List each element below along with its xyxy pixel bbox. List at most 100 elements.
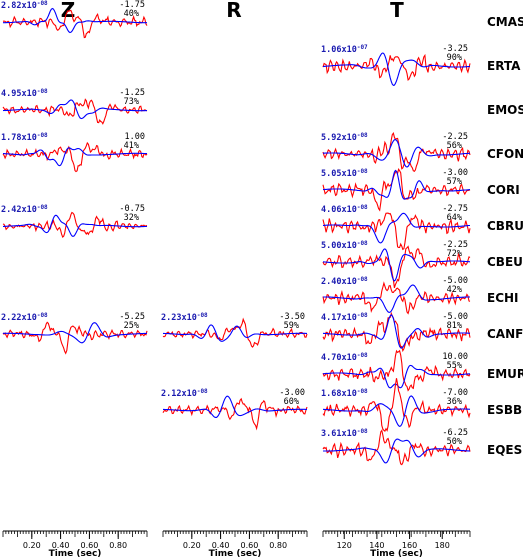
observed-waveform [2, 9, 148, 39]
synthetic-waveform [322, 169, 471, 200]
station-label-eqes: EQES [487, 443, 522, 457]
station-label-cori: CORI [487, 183, 520, 197]
synthetic-waveform [322, 212, 470, 244]
fit-percent-label: 50% [447, 437, 462, 447]
time-shift-label: 10.00 [442, 352, 468, 362]
amplitude-label: 4.17x10-08 [321, 312, 368, 323]
time-shift-label: -6.25 [442, 428, 468, 438]
fit-percent-label: 36% [447, 397, 462, 407]
tick-label: 0.80 [269, 541, 287, 550]
observed-waveform [322, 281, 471, 315]
time-shift-label: 1.00 [125, 132, 145, 142]
fit-percent-label: 81% [447, 321, 462, 331]
tick-label: 180 [435, 541, 450, 550]
observed-waveform [162, 317, 308, 348]
amplitude-label: 5.05x10-08 [321, 168, 368, 179]
synthetic-waveform [3, 322, 148, 344]
tick-label: 120 [337, 541, 352, 550]
observed-waveform [2, 211, 148, 239]
fit-percent-label: 90% [447, 53, 462, 63]
column-title-t: T [390, 0, 404, 22]
fit-percent-label: 57% [447, 177, 462, 187]
tick-label: 0.20 [23, 541, 41, 550]
amplitude-label: 4.06x10-08 [321, 204, 368, 215]
observed-waveform [322, 245, 471, 289]
axis-title: Time (sec) [49, 549, 102, 559]
station-label-echi: ECHI [487, 291, 519, 305]
time-shift-label: -5.25 [119, 312, 145, 322]
synthetic-waveform [323, 139, 471, 168]
synthetic-waveform [3, 7, 147, 34]
amplitude-label: 2.40x10-08 [321, 276, 368, 287]
amplitude-label: 1.68x10-08 [321, 388, 368, 399]
synthetic-waveform [3, 214, 148, 238]
synthetic-waveform [322, 364, 471, 389]
synthetic-waveform [323, 438, 471, 464]
station-label-esbb: ESBB [487, 403, 522, 417]
time-axis-z: 0.20 0.40 0.60 0.80 Time (sec) [2, 530, 148, 559]
time-shift-label: -3.00 [442, 168, 468, 178]
fit-percent-label: 72% [447, 249, 462, 259]
observed-waveform [322, 53, 471, 81]
amplitude-label: 3.61x10-08 [321, 428, 368, 439]
observed-waveform [2, 321, 148, 355]
synthetic-waveform [322, 395, 471, 428]
synthetic-waveform [3, 147, 148, 167]
station-label-cmas: CMAS [487, 15, 523, 29]
observed-waveform [322, 131, 471, 173]
time-shift-label: -5.00 [442, 312, 468, 322]
time-shift-label: -7.00 [442, 388, 468, 398]
tick-label: 0.40 [52, 541, 70, 550]
tick-label: 160 [402, 541, 417, 550]
fit-percent-label: 56% [447, 141, 462, 151]
synthetic-waveform [2, 99, 147, 120]
time-shift-label: -1.75 [119, 0, 145, 10]
time-shift-label: -0.75 [119, 204, 145, 214]
synthetic-waveform [322, 248, 471, 282]
synthetic-waveform [322, 314, 471, 349]
amplitude-label: 5.92x10-08 [321, 132, 368, 143]
synthetic-waveform [323, 284, 470, 313]
axis-title: Time (sec) [209, 549, 262, 559]
fit-percent-label: 55% [447, 361, 462, 371]
time-axis-r: 0.20 0.40 0.60 0.80 Time (sec) [162, 530, 308, 559]
amplitude-label: 2.12x10-08 [161, 388, 208, 399]
amplitude-label: 1.06x10-07 [321, 44, 368, 55]
tick-label: 0.20 [183, 541, 201, 550]
fit-percent-label: 64% [447, 213, 462, 223]
time-shift-label: -2.25 [442, 240, 468, 250]
station-label-canf: CANF [487, 327, 523, 341]
observed-waveform [322, 212, 471, 251]
synthetic-waveform [163, 395, 307, 418]
axis-title: Time (sec) [370, 549, 423, 559]
time-shift-label: -2.75 [442, 204, 468, 214]
tick-label: 0.40 [212, 541, 230, 550]
fit-percent-label: 73% [124, 97, 139, 107]
fit-percent-label: 59% [284, 321, 299, 331]
fit-percent-label: 40% [124, 9, 139, 19]
fit-percent-label: 60% [284, 397, 299, 407]
tick-label: 140 [369, 541, 384, 550]
fit-percent-label: 41% [124, 141, 139, 151]
fit-percent-label: 25% [124, 321, 139, 331]
tick-label: 0.60 [240, 541, 258, 550]
time-shift-label: -3.50 [279, 312, 305, 322]
column-title-r: R [226, 0, 241, 22]
time-axis-t: 120 140 160 180 Time (sec) [322, 530, 471, 559]
